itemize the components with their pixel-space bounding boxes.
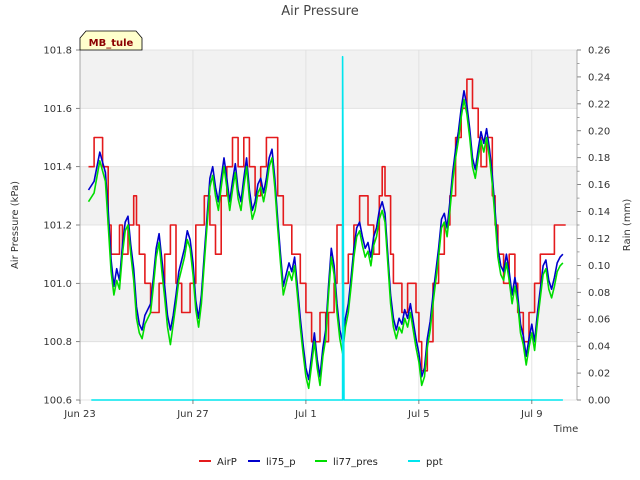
series-line-li75_p — [87, 90, 564, 381]
plot-band — [80, 166, 577, 225]
y-tick-label: 101.0 — [43, 279, 72, 290]
chart-title: Air Pressure — [281, 4, 359, 19]
x-tick-label: Jun 23 — [63, 409, 96, 420]
y2-tick-label: 0.12 — [588, 234, 610, 245]
x-tick-label: Jun 27 — [176, 409, 209, 420]
y2-tick-label: 0.18 — [588, 153, 610, 164]
station-label-text: MB_tule — [89, 38, 134, 49]
x-tick-label: Jul 1 — [294, 409, 317, 420]
y-axis-ticks: 100.6 100.8 101.0 101.2 101.4 101.6 101.8 — [43, 46, 80, 407]
legend-label: li77_pres — [333, 457, 378, 468]
legend-item-ppt: ppt — [408, 457, 443, 468]
y2-tick-label: 0.04 — [588, 342, 610, 353]
series-line-li77_pres — [87, 98, 564, 390]
plot-band — [80, 50, 577, 109]
y-tick-label: 101.6 — [43, 104, 72, 115]
y2-tick-label: 0.10 — [588, 261, 610, 272]
legend-label: ppt — [426, 457, 443, 468]
y2-tick-label: 0.26 — [588, 46, 610, 57]
y2-tick-label: 0.02 — [588, 369, 610, 380]
legend-label: li75_p — [266, 457, 296, 468]
series-lines — [87, 55, 566, 401]
legend-item-AirP: AirP — [199, 457, 237, 468]
y2-tick-label: 0.24 — [588, 72, 610, 83]
y2-axis-title: Rain (mm) — [622, 199, 633, 252]
y2-tick-label: 0.14 — [588, 207, 610, 218]
x-axis-title: Time — [553, 424, 578, 435]
station-label: MB_tule — [79, 30, 143, 51]
y2-axis-ticks: 0.00 0.02 0.04 0.06 0.08 0.10 0.12 0.14 0.16 0.18… — [577, 46, 610, 407]
y-tick-label: 100.6 — [43, 396, 72, 407]
y-tick-label: 101.2 — [43, 221, 72, 232]
y2-tick-label: 0.20 — [588, 126, 610, 137]
x-axis-ticks: Jun 23 Jun 27 Jul 1 Jul 5 Jul 9 — [63, 400, 543, 420]
legend: AirP li75_p li77_pres ppt — [199, 457, 443, 468]
legend-item-li75_p: li75_p — [248, 457, 296, 468]
y-tick-label: 100.8 — [43, 337, 72, 348]
y2-tick-label: 0.22 — [588, 99, 610, 110]
x-tick-label: Jul 9 — [520, 409, 543, 420]
x-tick-label: Jul 5 — [407, 409, 430, 420]
y-tick-label: 101.4 — [43, 162, 72, 173]
legend-item-li77_pres: li77_pres — [315, 457, 378, 468]
series-line-ppt — [91, 55, 563, 401]
y2-tick-label: 0.06 — [588, 315, 610, 326]
station-label-box — [79, 30, 143, 51]
y-axis-title: Air Pressure (kPa) — [10, 181, 21, 269]
y-tick-label: 101.8 — [43, 46, 72, 57]
y2-tick-label: 0.08 — [588, 288, 610, 299]
y2-tick-label: 0.00 — [588, 396, 610, 407]
y2-tick-label: 0.16 — [588, 180, 610, 191]
legend-label: AirP — [217, 457, 237, 468]
